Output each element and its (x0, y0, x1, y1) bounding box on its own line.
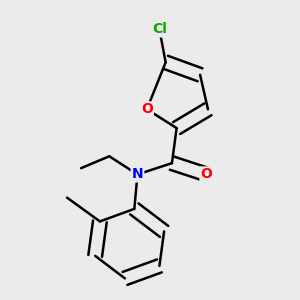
Text: N: N (132, 167, 143, 182)
Text: O: O (200, 167, 212, 182)
Text: O: O (141, 102, 153, 116)
Text: Cl: Cl (152, 22, 167, 36)
